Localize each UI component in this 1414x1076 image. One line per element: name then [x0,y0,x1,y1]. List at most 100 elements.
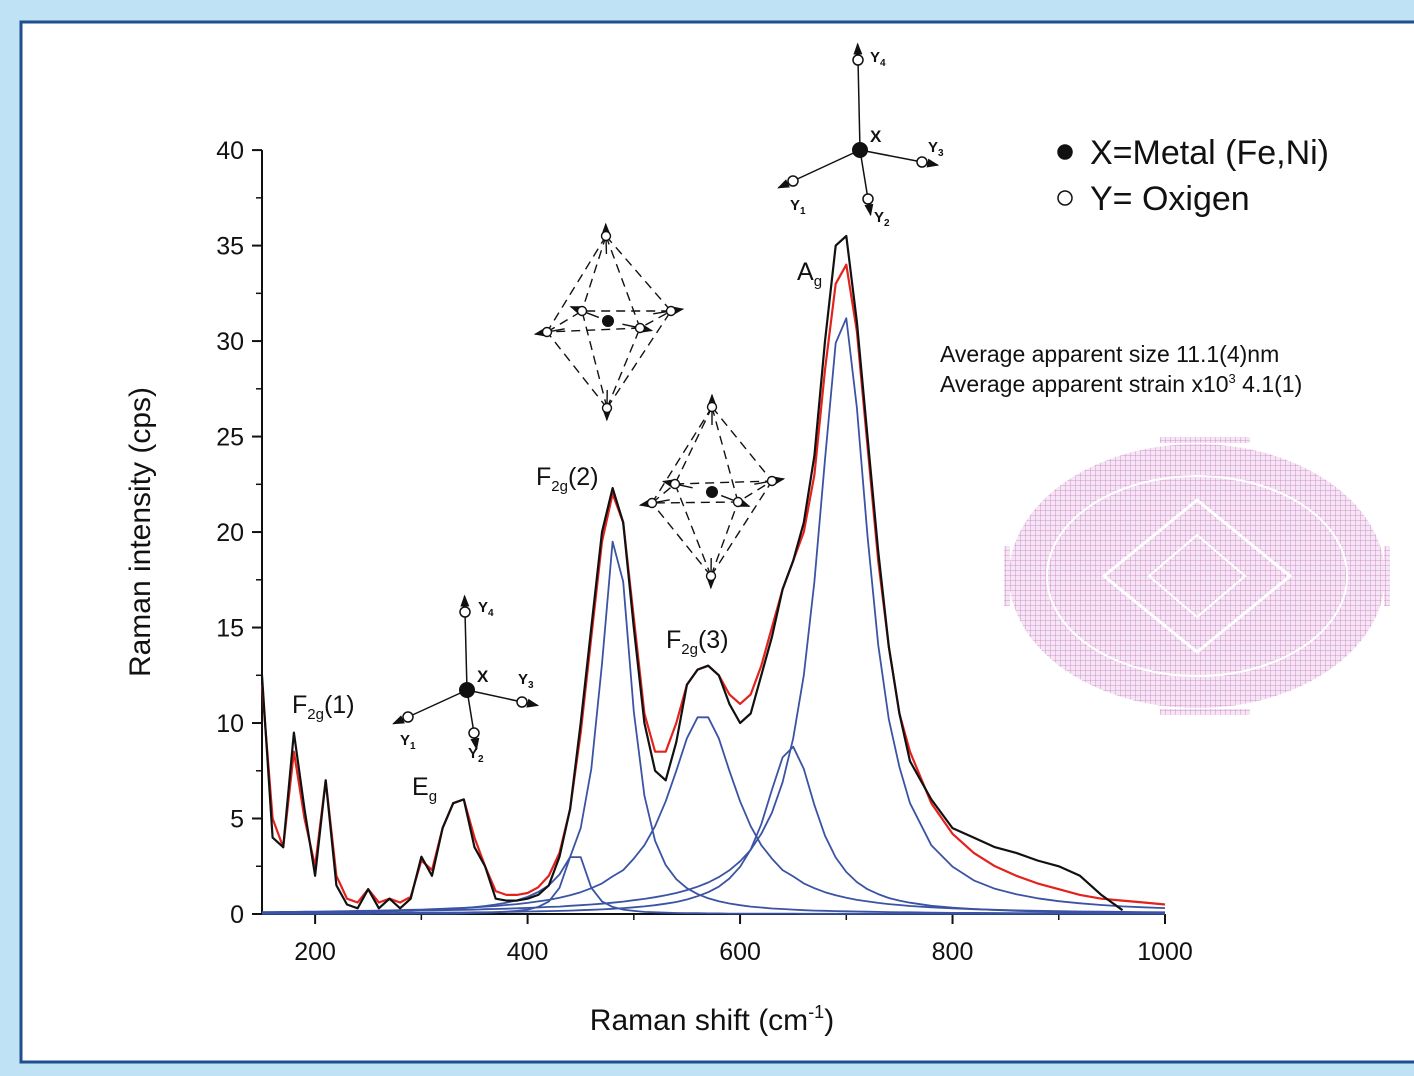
peak-label-suffix: (3) [698,626,729,654]
peak-label: Eg [412,773,437,805]
peak-label: F2g(1) [292,691,355,723]
y-tick-label: 10 [216,710,244,738]
size-strain-figure [1004,437,1390,715]
edge [711,406,739,503]
y-tick-label: 15 [216,615,244,643]
edge [674,483,712,577]
series-line [262,540,1165,915]
peak-label-main: A [797,258,814,286]
x-tick-label: 600 [719,938,761,966]
y-tick-label: 30 [216,328,244,356]
edge [546,331,608,409]
key-text: X=Metal (Fe,Ni) [1090,134,1329,172]
ligand-index: 3 [938,148,944,159]
ligand-letter: Y [874,209,884,226]
edge [710,501,739,577]
oxygen [646,497,658,509]
bond [407,689,468,718]
oxygen [732,496,744,508]
edge [710,480,773,577]
x-tick-label: 1000 [1137,938,1193,966]
ligand-label: Y1 [400,732,416,752]
edge [651,502,712,577]
note: Average apparent size 11.1(4)nm [940,341,1279,367]
peak-label-main: F [536,463,551,491]
y-tick-label: 20 [216,519,244,547]
oxygen [541,326,553,338]
x-tick-label: 200 [294,938,336,966]
metal-label: X [870,127,882,146]
oxygen [516,696,528,708]
series-line [260,234,1124,912]
peak-label-suffix: (2) [568,463,599,491]
x-axis-title-text: Raman shift (cm [590,1004,808,1037]
ligand-index: 1 [410,741,416,752]
x-axis-title: Raman shift (cm-1) [590,1002,834,1037]
metal-label: X [477,667,489,686]
ligand-label: Y2 [468,745,484,765]
ligand-label: Y1 [790,197,806,217]
y-tick-label: 40 [216,137,244,165]
ligand-letter: Y [468,745,478,762]
key-marker [1057,144,1073,160]
y-axis-title: Raman intensity (cps) [124,387,157,677]
ligand-index: 4 [488,608,494,619]
oxygen [766,475,778,487]
edge [606,310,672,409]
y-tick-label: 35 [216,233,244,261]
ligand-label: Y4 [870,49,886,69]
oxygen [852,54,864,66]
peak-label-suffix: (1) [324,691,355,719]
edge [605,235,641,329]
edge [605,235,672,312]
peak-label-main: E [412,773,429,801]
ligand-letter: Y [478,599,488,616]
ligand-label: Y3 [518,671,534,691]
oxygen [862,193,874,205]
oxygen [600,230,612,242]
edge [581,310,608,409]
metal [852,142,868,158]
ligand-letter: Y [870,49,880,66]
peak-label: Ag [797,258,822,290]
x-tick-label: 400 [507,938,549,966]
octahedron [638,393,786,590]
peak-label: F2g(3) [666,626,729,658]
oxygen [459,606,471,618]
oxygen [669,478,681,490]
note: Average apparent strain x103 4.1(1) [940,371,1302,397]
ligand-label: Y4 [478,599,494,619]
oxygen [601,402,613,414]
metal [706,486,718,498]
oxygen [916,156,928,168]
peak-label-sub: g [429,788,437,805]
oxygen [576,305,588,317]
oxygen [665,305,677,317]
ligand-letter: Y [518,671,528,688]
ligand-index: 2 [478,754,484,765]
bond [466,689,523,703]
bond [859,149,923,163]
edge [546,235,607,333]
ligand-letter: Y [928,139,938,156]
peak-label-main: F [292,691,307,719]
ligand-label: Y2 [874,209,890,229]
note-suffix: 4.1(1) [1236,371,1302,397]
bond [464,611,468,691]
x-axis-title-sup: -1 [808,1002,824,1022]
series-line [262,856,1165,915]
ligand-index: 4 [880,58,886,69]
x-axis-title-suffix: ) [824,1004,834,1037]
ligand-index: 2 [884,218,890,229]
oxygen [787,175,799,187]
oxygen [468,727,480,739]
edge [711,406,773,482]
peak-label-main: F [666,626,681,654]
note-text: Average apparent strain x10 [940,371,1229,397]
oxygen [402,711,414,723]
equator [546,310,672,333]
ligand-index: 1 [800,206,806,217]
